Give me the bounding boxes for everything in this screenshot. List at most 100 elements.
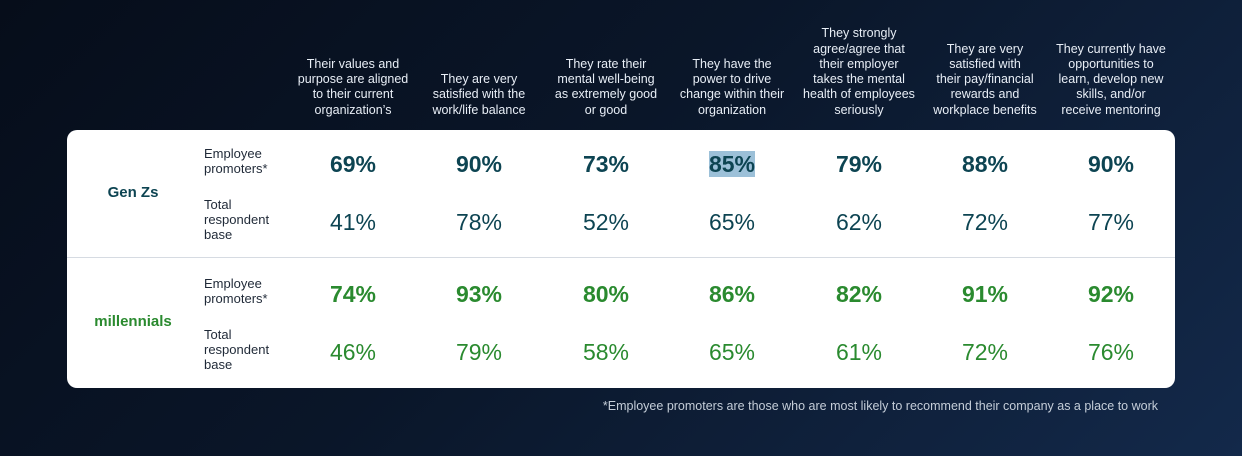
column-header-line: They are very [440, 72, 518, 87]
row-label-line: base [204, 227, 233, 242]
column-header-line: organization’s [314, 102, 392, 117]
value-cell: 76% [1048, 338, 1174, 366]
row-label-line: respondent [204, 212, 270, 227]
column-header-line: They are very [946, 41, 1024, 56]
value-text: 91% [961, 281, 1009, 307]
value-cell: 80% [543, 280, 669, 308]
column-header-line: skills, and/or [1076, 87, 1146, 102]
row-label-line: base [204, 357, 233, 372]
row-label-line: promoters* [204, 291, 268, 306]
value-cell: 79% [796, 150, 922, 178]
column-header-line: They strongly [821, 26, 897, 41]
row-label: Employee promoters* [204, 146, 304, 176]
value-cell: 85% [669, 150, 795, 178]
column-header-line: workplace benefits [933, 102, 1037, 117]
value-text: 93% [455, 281, 503, 307]
value-text: 52% [582, 209, 630, 235]
value-cell: 65% [669, 338, 795, 366]
value-cell: 93% [416, 280, 542, 308]
column-header: Their values and purpose are aligned to th… [290, 57, 416, 118]
value-cell: 52% [543, 208, 669, 236]
row-label: Employee promoters* [204, 276, 304, 306]
row-label-line: Total [204, 327, 232, 342]
column-header: They rate their mental well-being as extre… [543, 57, 669, 118]
column-header: They have the power to drive change within… [669, 57, 795, 118]
value-text: 72% [961, 339, 1009, 365]
value-cell: 78% [416, 208, 542, 236]
value-text: 79% [835, 151, 883, 177]
value-cell: 77% [1048, 208, 1174, 236]
row-label-line: promoters* [204, 161, 268, 176]
column-header-line: change within their [679, 87, 785, 102]
column-header: They are very satisfied with the work/life… [416, 72, 542, 118]
column-header-line: agree/agree that [813, 41, 905, 56]
column-header-line: work/life balance [432, 102, 526, 117]
column-header-line: or good [584, 102, 628, 117]
value-text: 72% [961, 209, 1009, 235]
value-cell: 82% [796, 280, 922, 308]
row-label-line: Employee [204, 146, 262, 161]
value-cell: 88% [922, 150, 1048, 178]
column-header-line: their pay/financial [936, 72, 1034, 87]
column-header: They are very satisfied with their pay/fin… [922, 42, 1048, 118]
value-text: 90% [455, 151, 503, 177]
value-text: 73% [582, 151, 630, 177]
value-text: 82% [835, 281, 883, 307]
value-cell: 91% [922, 280, 1048, 308]
value-cell: 69% [290, 150, 416, 178]
value-cell: 72% [922, 338, 1048, 366]
column-header-line: rewards and [950, 87, 1020, 102]
value-text: 86% [708, 281, 756, 307]
value-cell: 41% [290, 208, 416, 236]
table-card [67, 130, 1175, 388]
value-text: 46% [329, 339, 377, 365]
value-text: 61% [835, 339, 883, 365]
value-text: 65% [708, 209, 756, 235]
column-header-line: They rate their [565, 56, 647, 71]
group-label: millennials [94, 313, 172, 330]
column-header-line: power to drive [692, 72, 772, 87]
row-label-line: Total [204, 197, 232, 212]
value-cell: 90% [1048, 150, 1174, 178]
value-text: 88% [961, 151, 1009, 177]
value-text: 78% [455, 209, 503, 235]
column-header-line: purpose are aligned [297, 72, 409, 87]
value-text: 41% [329, 209, 377, 235]
value-cell: 92% [1048, 280, 1174, 308]
column-header-line: organization [697, 102, 767, 117]
value-cell: 90% [416, 150, 542, 178]
column-header-line: satisfied with the [432, 87, 526, 102]
value-cell: 73% [543, 150, 669, 178]
column-header-line: to their current [312, 87, 394, 102]
column-header-line: They have the [692, 56, 772, 71]
row-label: Total respondent base [204, 197, 304, 242]
value-cell: 61% [796, 338, 922, 366]
value-cell: 58% [543, 338, 669, 366]
value-text: 74% [329, 281, 377, 307]
column-header-line: They currently have [1056, 41, 1166, 56]
column-header: They strongly agree/agree that their emplo… [796, 26, 922, 118]
column-header: They currently have opportunities to learn… [1048, 42, 1174, 118]
value-text: 79% [455, 339, 503, 365]
value-text: 69% [329, 151, 377, 177]
footnote: *Employee promoters are those who are mo… [602, 399, 1158, 413]
row-label-line: Employee [204, 276, 262, 291]
value-cell: 65% [669, 208, 795, 236]
group-divider [67, 257, 1175, 258]
value-cell: 79% [416, 338, 542, 366]
row-label-line: respondent [204, 342, 270, 357]
value-cell: 74% [290, 280, 416, 308]
value-text: 80% [582, 281, 630, 307]
group-label: Gen Zs [107, 184, 159, 201]
column-header-line: takes the mental [813, 72, 905, 87]
column-header-line: satisfied with [949, 56, 1021, 71]
column-header-line: seriously [834, 102, 884, 117]
row-label: Total respondent base [204, 327, 304, 372]
value-text: 85% [708, 151, 756, 177]
value-text: 76% [1087, 339, 1135, 365]
value-text: 65% [708, 339, 756, 365]
value-cell: 72% [922, 208, 1048, 236]
value-text: 62% [835, 209, 883, 235]
value-cell: 62% [796, 208, 922, 236]
